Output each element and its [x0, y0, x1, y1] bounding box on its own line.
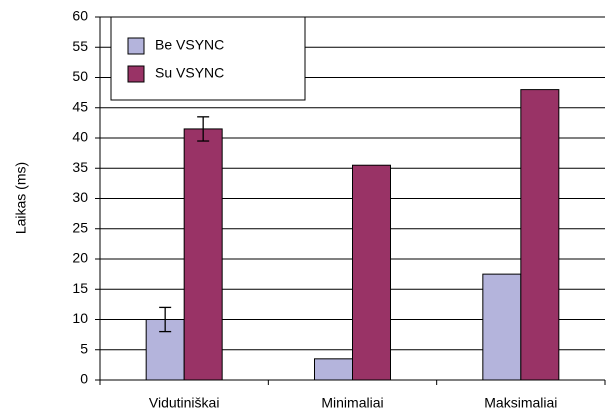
y-tick-label: 25: [72, 219, 88, 235]
x-tick-label: Minimaliai: [321, 395, 383, 411]
error-bar: [159, 306, 172, 333]
y-axis-label: Laikas (ms): [13, 162, 29, 234]
bar: [183, 128, 223, 381]
y-tick-label: 40: [72, 129, 88, 145]
y-tick-label: 60: [72, 8, 88, 24]
y-tick-label: 0: [80, 371, 88, 387]
y-tick-label: 35: [72, 159, 88, 175]
y-tick-label: 30: [72, 189, 88, 205]
y-tick-label: 10: [72, 310, 88, 326]
y-tick-label: 15: [72, 280, 88, 296]
x-tick-label: Maksimaliai: [484, 395, 557, 411]
legend-swatch: [127, 65, 145, 83]
legend-swatch: [127, 37, 145, 55]
bar: [352, 164, 391, 381]
bar: [314, 358, 353, 381]
y-tick-label: 5: [80, 340, 88, 356]
x-tick-label: Vidutiniškai: [149, 395, 220, 411]
error-bar: [197, 116, 210, 142]
bar: [482, 273, 522, 381]
bar: [520, 89, 560, 381]
y-tick-label: 55: [72, 38, 88, 54]
legend-label: Be VSYNC: [155, 37, 224, 53]
legend-box: [110, 16, 306, 101]
legend-label: Su VSYNC: [155, 65, 224, 81]
y-tick-label: 45: [72, 98, 88, 114]
y-tick-label: 50: [72, 68, 88, 84]
y-tick-label: 20: [72, 250, 88, 266]
